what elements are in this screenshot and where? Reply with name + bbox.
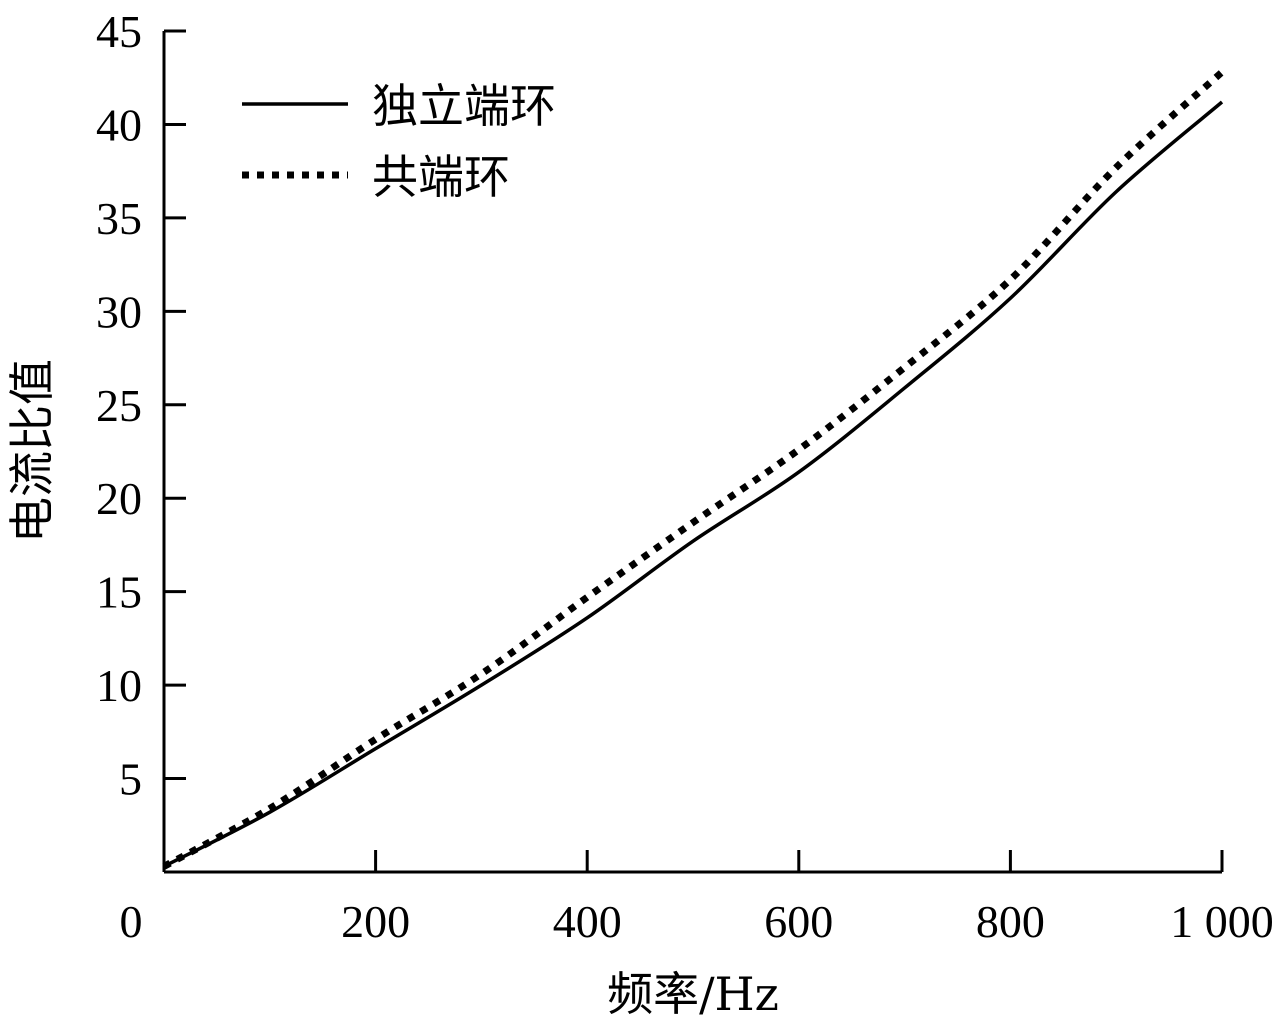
legend-label: 共端环 (372, 150, 510, 204)
x-tick-label: 400 (553, 896, 622, 947)
axes: 5 10 15 20 25 30 35 40 45 0 200 400 600 800 1 000 (96, 6, 1274, 947)
y-tick-label: 40 (96, 99, 142, 150)
y-axis-title: 电流比值 (5, 359, 59, 543)
y-tick-label: 10 (96, 660, 142, 711)
y-tick-label: 25 (96, 380, 142, 431)
plot-area (162, 69, 1225, 870)
x-tick-label: 800 (976, 896, 1045, 947)
y-tick-label: 45 (96, 6, 142, 57)
series-line-independent-end-ring (163, 100, 1224, 868)
y-tick-label: 15 (96, 567, 142, 618)
y-tick-label: 20 (96, 473, 142, 524)
x-axis-title: 频率/Hz (607, 967, 779, 1021)
legend-label: 独立端环 (372, 79, 556, 133)
x-tick-label: 600 (764, 896, 833, 947)
x-tick-label: 200 (341, 896, 410, 947)
y-tick-label: 30 (96, 286, 142, 337)
x-tick-label: 1 000 (1170, 896, 1274, 947)
series-line-shared-end-ring (162, 69, 1225, 870)
y-tick-label: 5 (119, 754, 142, 805)
x-tick-label: 0 (120, 896, 143, 947)
y-tick-label: 35 (96, 193, 142, 244)
